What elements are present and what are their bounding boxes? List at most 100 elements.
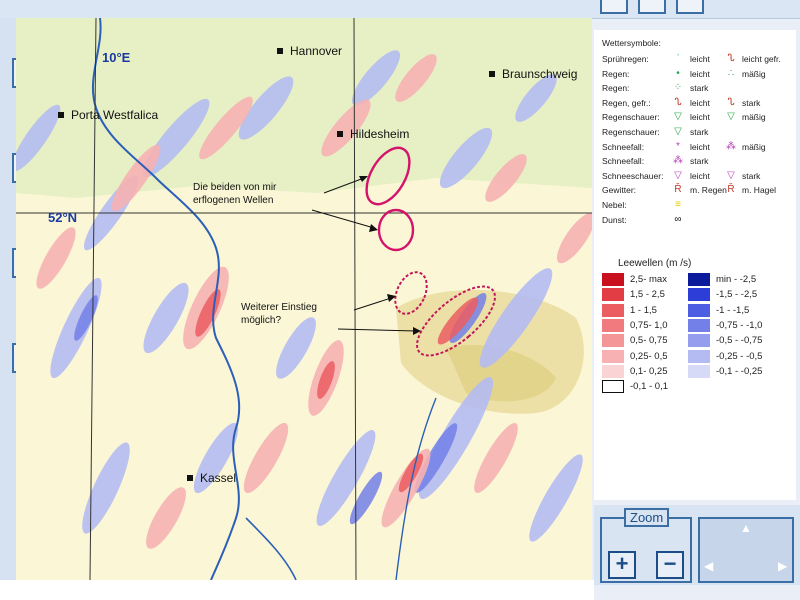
weather-row-label: Regenschauer: [602,112,660,123]
weather-row-t1: leicht [690,141,710,152]
arrow-further-1 [353,297,392,311]
weather-row-label: Schneefall: [602,156,645,167]
negative-label: min - -2,5 [716,274,757,285]
positive-swatch [602,364,624,378]
pan-left-icon[interactable]: ◀ [704,559,714,573]
toolbar-button-2[interactable] [638,0,666,14]
left-frame [0,18,22,580]
negative-scale-row: min - -2,5 [688,272,788,287]
positive-label: -0,1 - 0,1 [630,381,669,393]
weather-row-s1: • [676,67,680,79]
navigation-panel: + − Zoom ▲ ◀ ▶ [594,505,800,585]
weather-row-s2: ⁂ [726,140,736,152]
arrow-head-flown-2 [369,224,378,232]
weather-row: Schneefall: ⁂ stark [602,154,798,168]
weather-row-s2: ∴ [727,67,735,79]
positive-swatch [602,318,624,332]
city-label-porta: Porta Westfalica [71,108,158,122]
pan-control[interactable]: ▲ ◀ ▶ [698,517,794,583]
negative-scale-row: -0,1 - -0,25 [688,364,788,379]
highland-core [446,344,556,402]
positive-scale-row: 0,1- 0,25 [602,364,702,379]
weather-row-t1: leicht [690,170,710,181]
weather-row-s1: ⁘ [673,82,683,94]
weather-row-label: Regenschauer: [602,127,660,137]
weather-row-s1: Ř [674,184,682,196]
positive-swatch [602,349,624,363]
city-label-braunschweig: Braunschweig [502,67,577,81]
toolbar-button-3[interactable] [676,0,704,14]
negative-label: -0,1 - -0,25 [716,365,763,377]
legend-panel: Wettersymbole: Sprühregen: ʾ leicht ᔐ leicht… [594,30,796,500]
negative-swatch [688,318,710,332]
weather-row: Regen, gefr.: ᔐ leicht ᔐ stark [602,96,798,110]
weather-row-t2: mäßig [742,68,766,79]
flown-waves-text-1: Die beiden von mir [193,182,277,193]
weather-row-s1: ᔐ [674,96,682,108]
weather-row-t1: stark [690,127,709,137]
weather-row-s1: ʾ [676,53,680,64]
city-label-hildesheim: Hildesheim [350,127,409,141]
negative-scale-row: -0,25 - -0,5 [688,349,788,364]
weather-row-t1: stark [690,83,709,94]
arrow-flown-2 [311,209,375,229]
positive-label: 0,1- 0,25 [630,365,668,377]
negative-swatch [688,349,710,363]
negative-label: -1,5 - -2,5 [716,289,758,301]
top-toolbar [0,0,800,19]
latitude-label: 52°N [48,210,77,225]
flown-wave-ellipse-1 [365,146,411,206]
arrow-head-flown-1 [359,176,368,182]
arrow-flown-1 [323,177,365,194]
weather-row-t2: mäßig [742,141,766,152]
negative-scale-row: -1,5 - -2,5 [688,287,788,302]
negative-swatch [688,364,710,378]
positive-scale-row: 0,25- 0,5 [602,349,702,364]
positive-scale-row: 1 - 1,5 [602,303,702,318]
longitude-label: 10°E [102,50,131,65]
city-label-hannover: Hannover [290,44,342,58]
negative-label: -0,25 - -0,5 [716,350,763,362]
river-weser [91,18,241,580]
weather-row-t1: m. Regen [690,185,727,196]
weather-row-label: Schneeschauer: [602,170,664,181]
positive-label: 0,75- 1,0 [630,319,668,331]
weather-row-s2: ▽ [727,169,735,181]
positive-scale-row: 1,5 - 2,5 [602,287,702,302]
further-wave-ellipse-1 [394,271,428,315]
weather-row-label: Regen: [602,83,630,94]
city-marker-braunschweig [489,71,495,77]
weather-row-t1: stark [690,156,709,167]
negative-label: -0,5 - -0,75 [716,335,763,347]
negative-label: -0,75 - -1,0 [716,319,763,331]
positive-label: 0,25- 0,5 [630,350,668,362]
weather-row: Regenschauer: ▽ stark [602,125,798,139]
further-text-2: möglich? [241,315,281,326]
positive-scale-row: 0,75- 1,0 [602,318,702,333]
further-text-1: Weiterer Einstieg [241,302,317,313]
positive-label: 0,5- 0,75 [630,335,668,347]
weather-row: Dunst: ∞ [602,213,798,227]
weather-map[interactable]: 52°N 10°E Hannover Braunschweig Porta We… [16,18,592,580]
weather-row-s1: ∞ [674,213,682,225]
weather-row-label: Dunst: [602,214,627,225]
longitude-line-left [89,18,97,580]
weather-row-label: Sprühregen: [602,54,649,64]
weather-row-t2: stark [742,170,761,181]
weather-row-s1: * [676,140,680,152]
negative-scale-row: -0,5 - -0,75 [688,333,788,348]
pan-up-icon[interactable]: ▲ [740,521,752,535]
weather-row-t1: leicht [690,54,710,64]
positive-scale-row: 0,5- 0,75 [602,333,702,348]
positive-scale-row: 2,5- max [602,272,702,287]
positive-label: 1,5 - 2,5 [630,289,665,301]
positive-scale-row: -0,1 - 0,1 [602,379,702,394]
pan-right-icon[interactable]: ▶ [778,559,788,573]
zoom-in-button[interactable]: + [608,551,636,579]
city-marker-kassel [187,475,193,481]
toolbar-button-1[interactable] [600,0,628,14]
positive-swatch [602,334,624,348]
zoom-out-button[interactable]: − [656,551,684,579]
city-marker-porta [58,112,64,118]
